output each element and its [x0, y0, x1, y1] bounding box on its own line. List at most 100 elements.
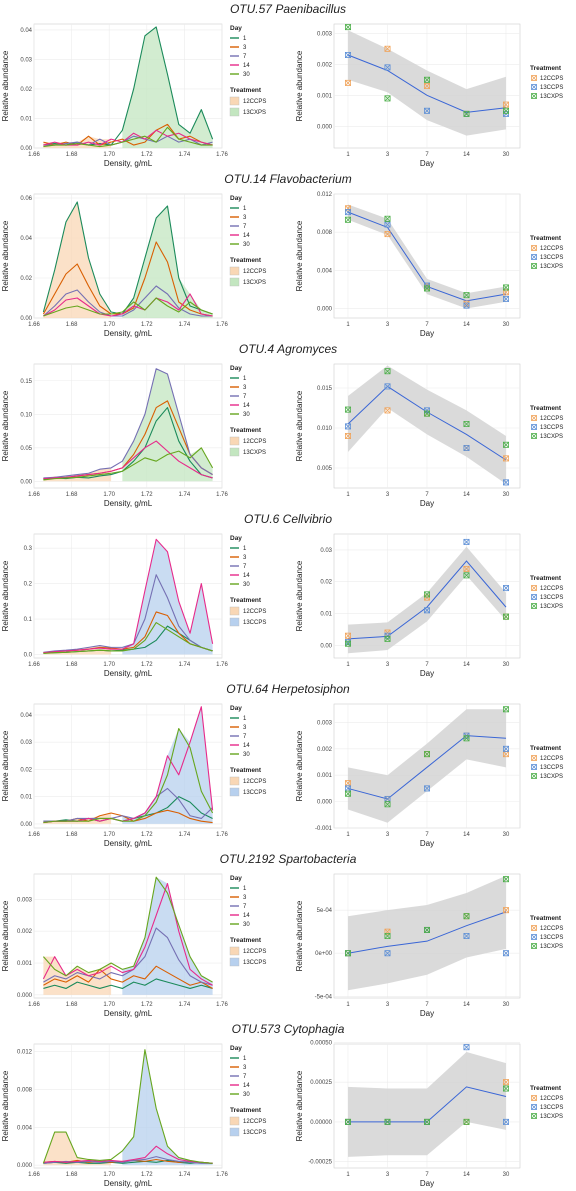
- otu-id: OTU.14: [224, 172, 269, 186]
- y-tick-label: 0.00: [20, 822, 32, 828]
- y-tick-label: 0.002: [317, 62, 333, 68]
- y-tick-label: -5e-04: [315, 994, 333, 1000]
- point-13CXPS: [423, 410, 430, 417]
- point-12CCPS: [463, 565, 470, 572]
- treatment-legend: Treatment 12CCPS 13CCPS: [229, 597, 266, 627]
- point-box: [384, 950, 391, 957]
- x-tick-label: 1.76: [216, 152, 228, 158]
- treatment-point-legend: Treatment 12CCPS 13CCPS 13CXPS: [530, 915, 563, 950]
- density-plot: 0.00 0.02 0.04 0.06 1.66 1.68 1.70 1.72 1.74 1.76…: [1, 193, 228, 338]
- x-tick-label: 14: [463, 492, 470, 498]
- legend-label: 7: [243, 394, 247, 400]
- legend-key-cross: [531, 943, 537, 949]
- series-day-30: [43, 126, 213, 148]
- legend-label: 12CCPS: [243, 949, 266, 955]
- legend-label: 13CXPS: [540, 604, 563, 610]
- legend-label: 7: [243, 734, 247, 740]
- treatment-point-legend: Treatment 12CCPS 13CCPS 13CXPS: [530, 1085, 563, 1120]
- legend-key-13CXPS: [531, 943, 537, 949]
- point-box: [384, 45, 391, 52]
- otu-id: OTU.4: [239, 342, 277, 356]
- density-plot: 0.00 0.05 0.10 0.15 1.66 1.68 1.70 1.72 1.74 1.76…: [1, 363, 228, 508]
- density-plot: 0.0 0.1 0.2 0.3 1.66 1.68 1.70 1.72 1.74 1.76 Dens…: [1, 533, 228, 678]
- legend-title: Treatment: [530, 235, 562, 242]
- panel-title: OTU.4 Agromyces: [239, 342, 337, 356]
- legend-title: Treatment: [230, 1107, 262, 1114]
- point-12CCPS: [502, 907, 509, 914]
- series-day-30: [42, 876, 213, 983]
- legend-label: 13CXPS: [540, 1114, 563, 1120]
- point-13CCPS: [502, 950, 509, 957]
- x-tick-label: 1.68: [66, 492, 78, 498]
- legend-key-13CXPS: [531, 1113, 537, 1119]
- x-tick-label: 1.66: [28, 152, 40, 158]
- y-tick-label: 0.00050: [310, 1040, 332, 1046]
- legend-label: 12CCPS: [243, 99, 266, 105]
- point-cross: [345, 632, 351, 639]
- point-box: [423, 410, 430, 417]
- point-12CCPS: [423, 83, 430, 90]
- y-tick-label: 0.04: [20, 28, 32, 34]
- x-tick-label: 1: [346, 492, 350, 498]
- area-13CCPS: [122, 877, 213, 995]
- y-tick-label: -0.001: [315, 826, 333, 832]
- point-box: [384, 64, 391, 71]
- y-tick-label: 0.05: [20, 446, 32, 452]
- area-12CCPS: [43, 202, 112, 318]
- point-cross: [503, 441, 509, 448]
- x-tick-label: 1.74: [179, 152, 191, 158]
- treatment-legend: Treatment 12CCPS 13CCPS: [229, 767, 266, 797]
- x-tick-label: 1.74: [179, 492, 191, 498]
- y-axis-label: Relative abundance: [1, 900, 10, 971]
- point-13CCPS: [384, 221, 391, 228]
- point-box: [423, 751, 430, 758]
- legend-key-13CCPS: [531, 594, 537, 600]
- legend-title: Day: [230, 25, 242, 32]
- panel-title: OTU.573 Cytophagia: [232, 1022, 345, 1036]
- legend-key-13CCPS: [531, 764, 537, 770]
- series-day-30: [42, 1049, 213, 1164]
- point-13CXPS: [384, 95, 391, 102]
- x-tick-label: 7: [425, 322, 429, 328]
- point-box: [502, 289, 509, 296]
- point-cross: [503, 289, 509, 296]
- legend-label: 7: [243, 564, 247, 570]
- point-cross: [503, 101, 509, 108]
- point-box: [502, 876, 509, 883]
- point-13CXPS: [384, 368, 391, 375]
- point-box: [463, 538, 470, 545]
- y-tick-label: 0.003: [17, 897, 33, 903]
- point-12CCPS: [384, 407, 391, 414]
- x-axis-label: Day: [420, 669, 434, 678]
- legend-key-12CCPS: [531, 925, 537, 931]
- legend-label: 14: [243, 403, 250, 409]
- x-tick-label: 1: [346, 1002, 350, 1008]
- point-box: [384, 928, 391, 935]
- treatment-legend: Treatment 12CCPS 13CXPS: [229, 87, 266, 117]
- y-tick-label: 0.000: [317, 124, 333, 130]
- point-cross: [503, 613, 509, 620]
- point-13CCPS: [463, 538, 470, 545]
- x-tick-label: 1.66: [28, 1172, 40, 1178]
- point-box: [463, 572, 470, 579]
- x-tick-label: 7: [425, 1002, 429, 1008]
- x-tick-label: 1.76: [216, 322, 228, 328]
- x-tick-label: 1.68: [66, 662, 78, 668]
- point-cross: [463, 572, 470, 579]
- taxon-name: Paenibacillus: [275, 2, 346, 16]
- legend-key-13CXPS: [531, 773, 537, 779]
- taxon-name: Cytophagia: [284, 1022, 345, 1036]
- legend-label: 1: [243, 716, 247, 722]
- point-box: [384, 629, 391, 636]
- point-cross: [503, 479, 509, 486]
- point-13CXPS: [344, 950, 351, 957]
- point-cross: [463, 735, 470, 742]
- x-tick-label: 1.72: [141, 1172, 153, 1178]
- point-cross: [503, 876, 509, 883]
- x-tick-label: 1.72: [141, 1002, 153, 1008]
- legend-key-cross: [531, 603, 537, 609]
- point-cross: [463, 292, 470, 298]
- point-box: [502, 907, 509, 914]
- legend-key-13CCPS: [531, 1104, 537, 1110]
